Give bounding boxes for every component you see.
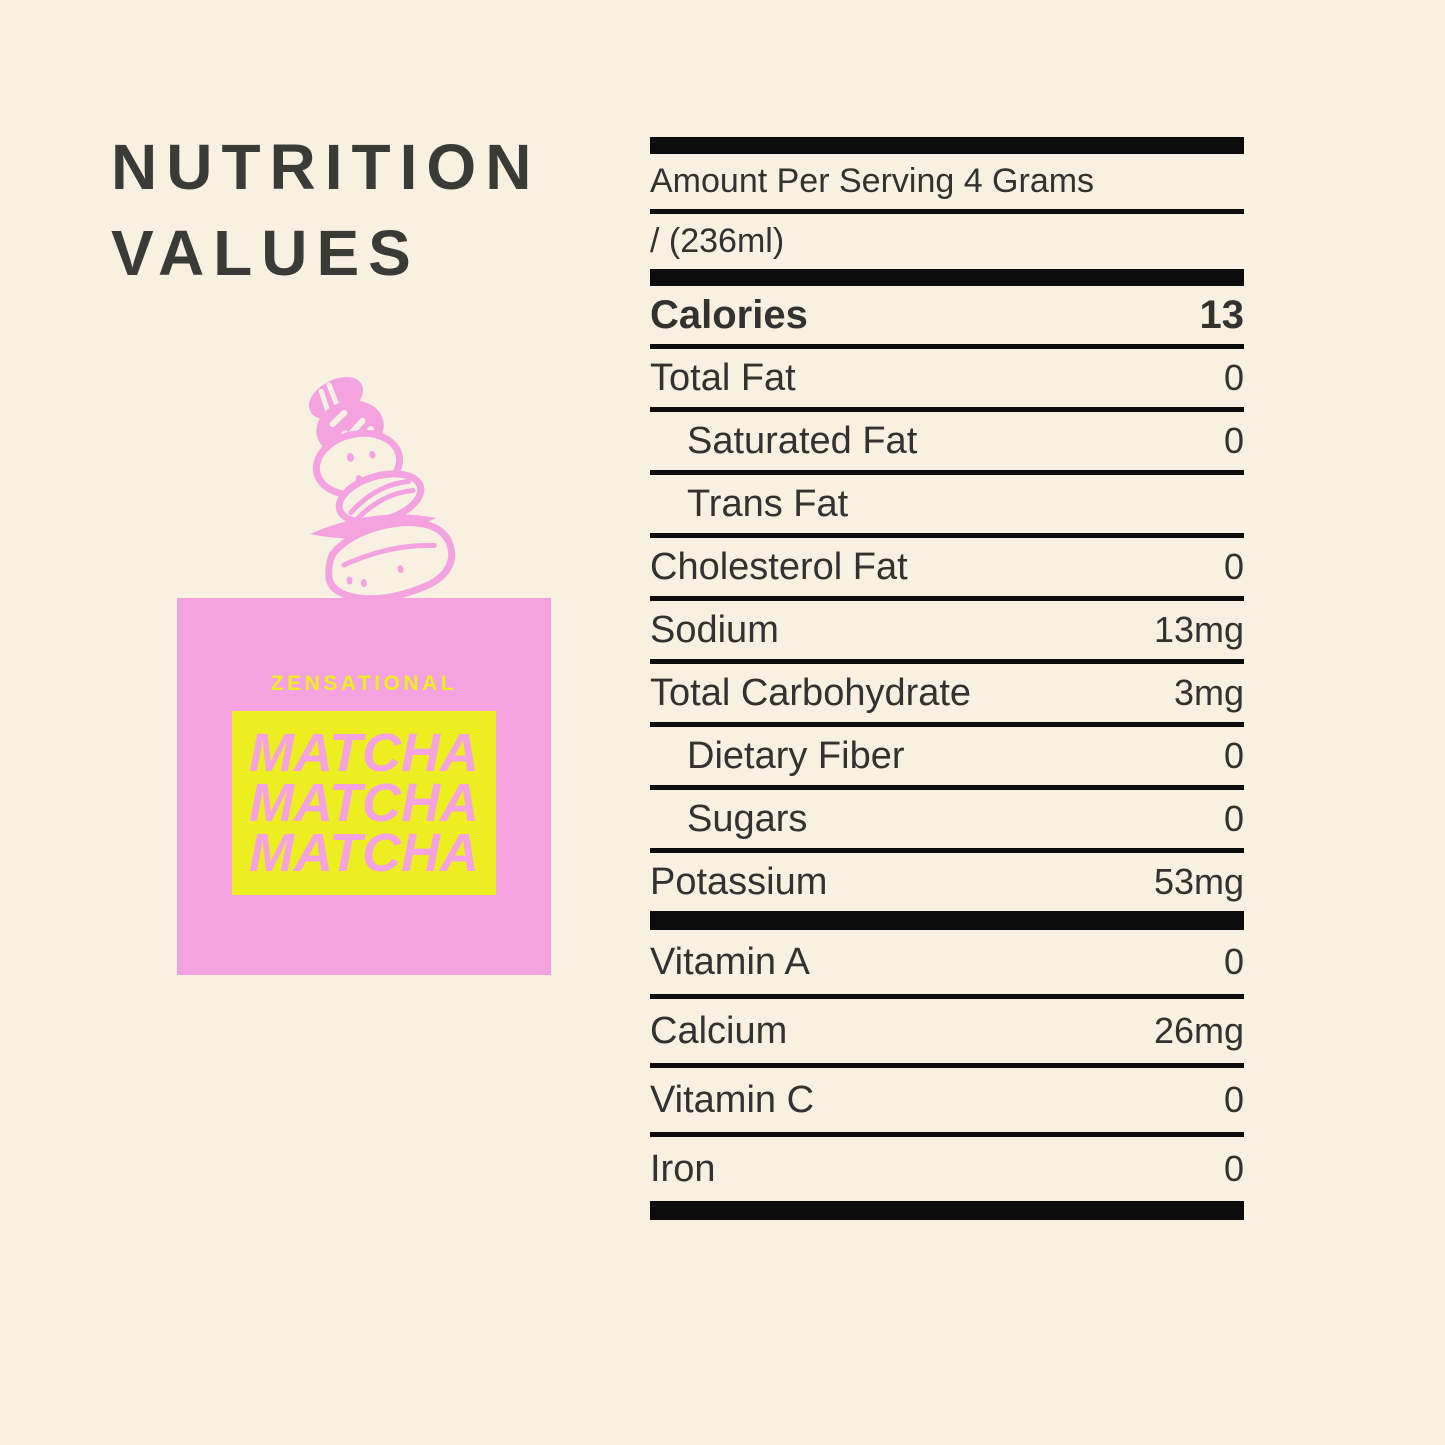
nutrient-label: Sugars: [687, 798, 808, 840]
nutrient-value: 0: [1223, 941, 1244, 982]
product-name-line: MATCHA: [249, 773, 479, 833]
stacked-zen-stones-icon: [296, 372, 464, 607]
nutrient-row: Sodium 13mg: [650, 596, 1244, 659]
nutrient-value: 13: [1199, 293, 1245, 337]
nutrient-label: Vitamin A: [650, 941, 810, 983]
nutrient-label: Dietary Fiber: [687, 735, 905, 777]
page-title: NUTRITION VALUES: [111, 124, 540, 296]
nutrient-value: 0: [1223, 357, 1244, 398]
divider-thin: [650, 209, 1244, 214]
nutrient-rows-main: Calories 13 Total Fat 0 Saturated Fat 0 …: [650, 286, 1244, 911]
nutrient-value: 13mg: [1153, 609, 1244, 650]
nutrient-row: Sugars 0: [650, 785, 1244, 848]
nutrient-row: Dietary Fiber 0: [650, 722, 1244, 785]
nutrient-label: Calcium: [650, 1010, 788, 1052]
divider-thick-bottom: [650, 1201, 1244, 1220]
product-name-line: MATCHA: [249, 723, 479, 783]
nutrient-label: Trans Fat: [687, 483, 849, 525]
divider-thick: [650, 911, 1244, 930]
serving-size-line2: / (236ml): [650, 222, 785, 260]
product-name-line: MATCHA: [249, 823, 479, 883]
nutrient-label: Cholesterol Fat: [650, 546, 908, 588]
product-name-box: MATCHA MATCHA MATCHA: [232, 711, 496, 895]
nutrient-row: Total Carbohydrate 3mg: [650, 659, 1244, 722]
nutrient-row: Potassium 53mg: [650, 848, 1244, 911]
nutrient-value: 26mg: [1153, 1010, 1244, 1051]
nutrient-value: 0: [1223, 798, 1244, 839]
nutrient-value: 53mg: [1153, 861, 1244, 902]
nutrient-label: Sodium: [650, 609, 779, 651]
nutrient-row: Vitamin A 0: [650, 930, 1244, 994]
nutrient-row: Saturated Fat 0: [650, 407, 1244, 470]
brand-name: ZENSATIONAL: [270, 672, 458, 695]
nutrient-label: Total Carbohydrate: [650, 672, 972, 714]
nutrient-label: Saturated Fat: [687, 420, 918, 462]
nutrient-row: Vitamin C 0: [650, 1063, 1244, 1132]
nutrient-row: Total Fat 0: [650, 344, 1244, 407]
nutrient-value: 3mg: [1173, 672, 1244, 713]
nutrient-value: 0: [1223, 735, 1244, 776]
nutrient-value: 0: [1223, 1079, 1244, 1120]
nutrient-row: Trans Fat: [650, 470, 1244, 533]
nutrient-row: Calcium 26mg: [650, 994, 1244, 1063]
brand-card: ZENSATIONAL MATCHA MATCHA MATCHA: [177, 598, 551, 975]
nutrient-row: Cholesterol Fat 0: [650, 533, 1244, 596]
nutrient-rows-vitamins: Vitamin A 0 Calcium 26mg Vitamin C 0 Iro…: [650, 930, 1244, 1201]
nutrient-row: Iron 0: [650, 1132, 1244, 1201]
nutrient-row: Calories 13: [650, 286, 1244, 344]
divider-thick-top: [650, 137, 1244, 154]
nutrient-label: Iron: [650, 1148, 716, 1190]
nutrient-label: Potassium: [650, 861, 828, 903]
product-name: MATCHA MATCHA MATCHA: [249, 723, 479, 883]
page-title-line1: NUTRITION: [111, 131, 541, 203]
nutrient-value: 0: [1223, 420, 1244, 461]
page-title-line2: VALUES: [111, 217, 420, 289]
nutrient-label: Vitamin C: [650, 1079, 815, 1121]
serving-size-line1: Amount Per Serving 4 Grams: [650, 162, 1095, 200]
nutrient-label: Total Fat: [650, 357, 796, 399]
nutrient-value: 0: [1223, 1148, 1244, 1189]
nutrition-facts-panel: Amount Per Serving 4 Grams / (236ml) Cal…: [650, 137, 1244, 1220]
nutrient-value: 0: [1223, 546, 1244, 587]
divider-thick: [650, 269, 1244, 286]
nutrient-label: Calories: [650, 293, 808, 337]
